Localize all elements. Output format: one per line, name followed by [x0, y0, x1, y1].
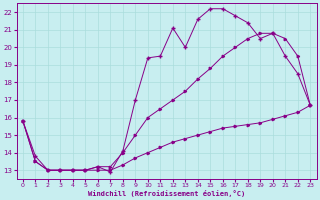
X-axis label: Windchill (Refroidissement éolien,°C): Windchill (Refroidissement éolien,°C)	[88, 190, 245, 197]
